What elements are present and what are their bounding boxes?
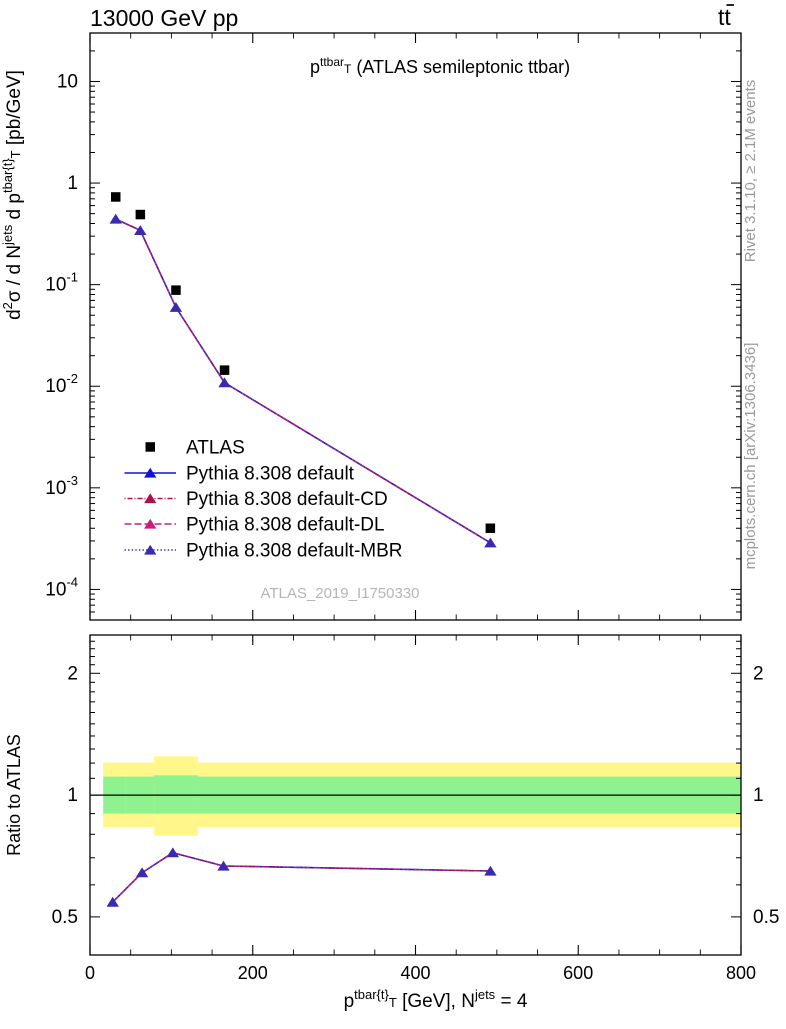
svg-text:Pythia 8.308 default-MBR: Pythia 8.308 default-MBR bbox=[186, 541, 403, 562]
svg-text:0.5: 0.5 bbox=[52, 907, 78, 928]
svg-text:800: 800 bbox=[726, 963, 756, 983]
svg-text:Pythia 8.308 default: Pythia 8.308 default bbox=[186, 464, 355, 485]
svg-text:Rivet 3.1.10, ≥ 2.1M events: Rivet 3.1.10, ≥ 2.1M events bbox=[742, 80, 759, 263]
svg-text:Pythia 8.308 default-CD: Pythia 8.308 default-CD bbox=[186, 489, 388, 510]
svg-text:mcplots.cern.ch [arXiv:1306.34: mcplots.cern.ch [arXiv:1306.3436] bbox=[742, 343, 759, 570]
svg-text:1: 1 bbox=[753, 785, 764, 806]
svg-text:Pythia 8.308 default-DL: Pythia 8.308 default-DL bbox=[186, 515, 385, 536]
svg-text:1: 1 bbox=[67, 173, 78, 194]
svg-text:10: 10 bbox=[57, 71, 78, 92]
svg-text:d2σ / d Njets d ptbar{t}T [pb/: d2σ / d Njets d ptbar{t}T [pb/GeV] bbox=[0, 70, 25, 320]
svg-text:tt: tt bbox=[718, 4, 731, 30]
svg-text:0.5: 0.5 bbox=[753, 907, 779, 928]
svg-text:ATLAS_2019_I1750330: ATLAS_2019_I1750330 bbox=[260, 585, 419, 602]
svg-text:13000 GeV pp: 13000 GeV pp bbox=[90, 5, 238, 31]
svg-text:2: 2 bbox=[67, 663, 78, 684]
svg-text:200: 200 bbox=[238, 963, 268, 983]
svg-text:2: 2 bbox=[753, 663, 764, 684]
svg-text:Ratio to ATLAS: Ratio to ATLAS bbox=[4, 734, 24, 856]
svg-text:400: 400 bbox=[400, 963, 430, 983]
svg-text:600: 600 bbox=[563, 963, 593, 983]
svg-text:ATLAS: ATLAS bbox=[186, 438, 245, 459]
svg-text:1: 1 bbox=[67, 785, 78, 806]
svg-text:0: 0 bbox=[85, 963, 95, 983]
